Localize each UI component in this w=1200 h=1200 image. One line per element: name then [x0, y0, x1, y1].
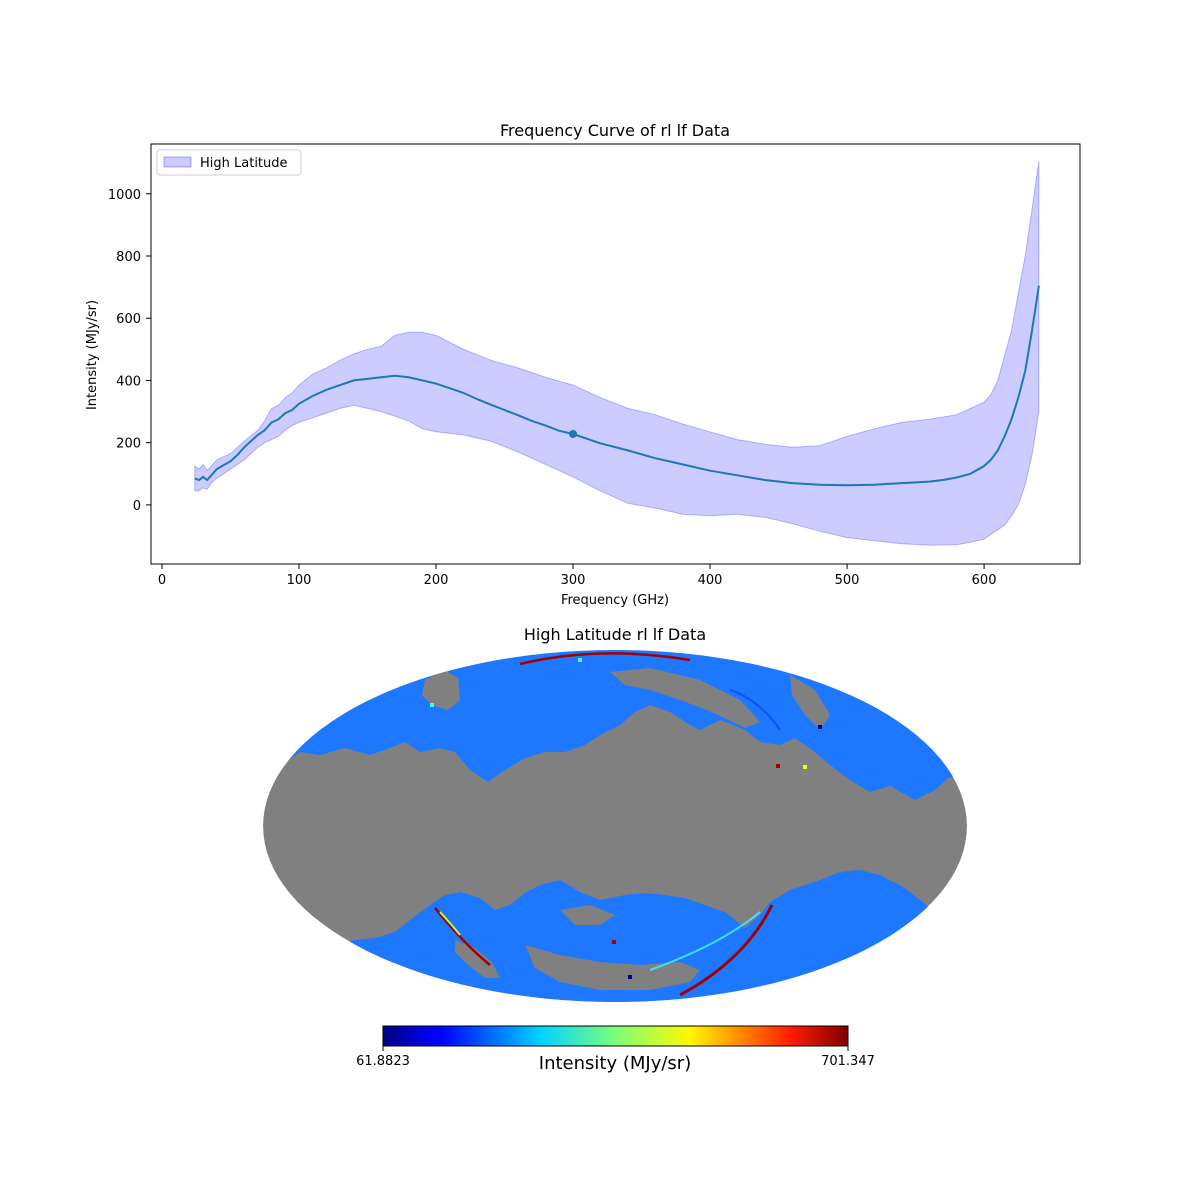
y-tick-label: 400: [116, 374, 141, 389]
mean-curve: [194, 285, 1040, 487]
hot-spot: [803, 765, 807, 769]
x-tick-label: 500: [835, 573, 860, 588]
y-tick-label: 0: [133, 499, 141, 514]
marker-layer: [569, 429, 578, 438]
north-arc-feature: [519, 652, 691, 666]
x-axis-label: Frequency (GHz): [561, 593, 669, 608]
map-title: High Latitude rl lf Data: [524, 625, 706, 644]
south-left-feature-bright: [439, 911, 461, 936]
y-tick-label: 1000: [108, 188, 141, 203]
frequency-curve-chart: Frequency Curve of rl lf Data 0 100 200 300…: [85, 121, 1081, 608]
colorbar: 61.8823 701.347 Intensity (MJy/sr): [356, 1025, 875, 1074]
colorbar-label: Intensity (MJy/sr): [539, 1053, 691, 1074]
x-tick-label: 600: [972, 573, 997, 588]
x-tick-label: 100: [287, 573, 312, 588]
y-axis-ticks: 0 200 400 600 800 1000: [108, 188, 151, 514]
north-masked-bay-left: [422, 670, 460, 710]
x-axis-ticks: 0 100 200 300 400 500 600: [158, 564, 997, 588]
hot-spot: [628, 975, 632, 979]
north-masked-bay-right: [610, 668, 760, 728]
legend-frame: [156, 149, 302, 176]
hot-spot: [612, 940, 616, 944]
plot-area: [194, 161, 1040, 546]
legend-label: High Latitude: [200, 156, 288, 171]
south-masked-bay-left: [455, 940, 500, 978]
colorbar-gradient: [382, 1025, 849, 1047]
high-latitude-band: [194, 161, 1040, 546]
legend: High Latitude: [156, 149, 302, 176]
hot-spot: [818, 725, 822, 729]
data-point-marker: [569, 429, 578, 438]
south-arc-feature: [679, 904, 774, 997]
x-tick-label: 300: [561, 573, 586, 588]
y-tick-label: 600: [116, 312, 141, 327]
north-arc-feature-right: [729, 689, 781, 731]
hot-spot: [578, 658, 582, 662]
chart-title: Frequency Curve of rl lf Data: [500, 121, 730, 140]
south-masked-bay-right: [560, 905, 615, 925]
legend-swatch: [163, 156, 192, 168]
plot-frame: [150, 143, 1081, 565]
x-tick-label: 0: [158, 573, 166, 588]
south-arc-feature-inner: [649, 911, 761, 971]
x-tick-label: 200: [424, 573, 449, 588]
sky-map: High Latitude rl lf Data: [263, 625, 967, 1074]
hot-spot: [776, 764, 780, 768]
x-tick-label: 400: [698, 573, 723, 588]
mollweide-projection: [263, 650, 967, 1002]
y-axis-label: Intensity (MJy/sr): [85, 300, 100, 410]
south-left-feature: [434, 907, 491, 966]
south-masked-bay-center: [525, 945, 700, 990]
y-tick-label: 800: [116, 250, 141, 265]
colorbar-min-label: 61.8823: [356, 1054, 410, 1069]
y-tick-label: 200: [116, 437, 141, 452]
north-masked-bay-far: [790, 675, 830, 730]
hot-spot: [430, 703, 434, 707]
colorbar-max-label: 701.347: [821, 1054, 875, 1069]
